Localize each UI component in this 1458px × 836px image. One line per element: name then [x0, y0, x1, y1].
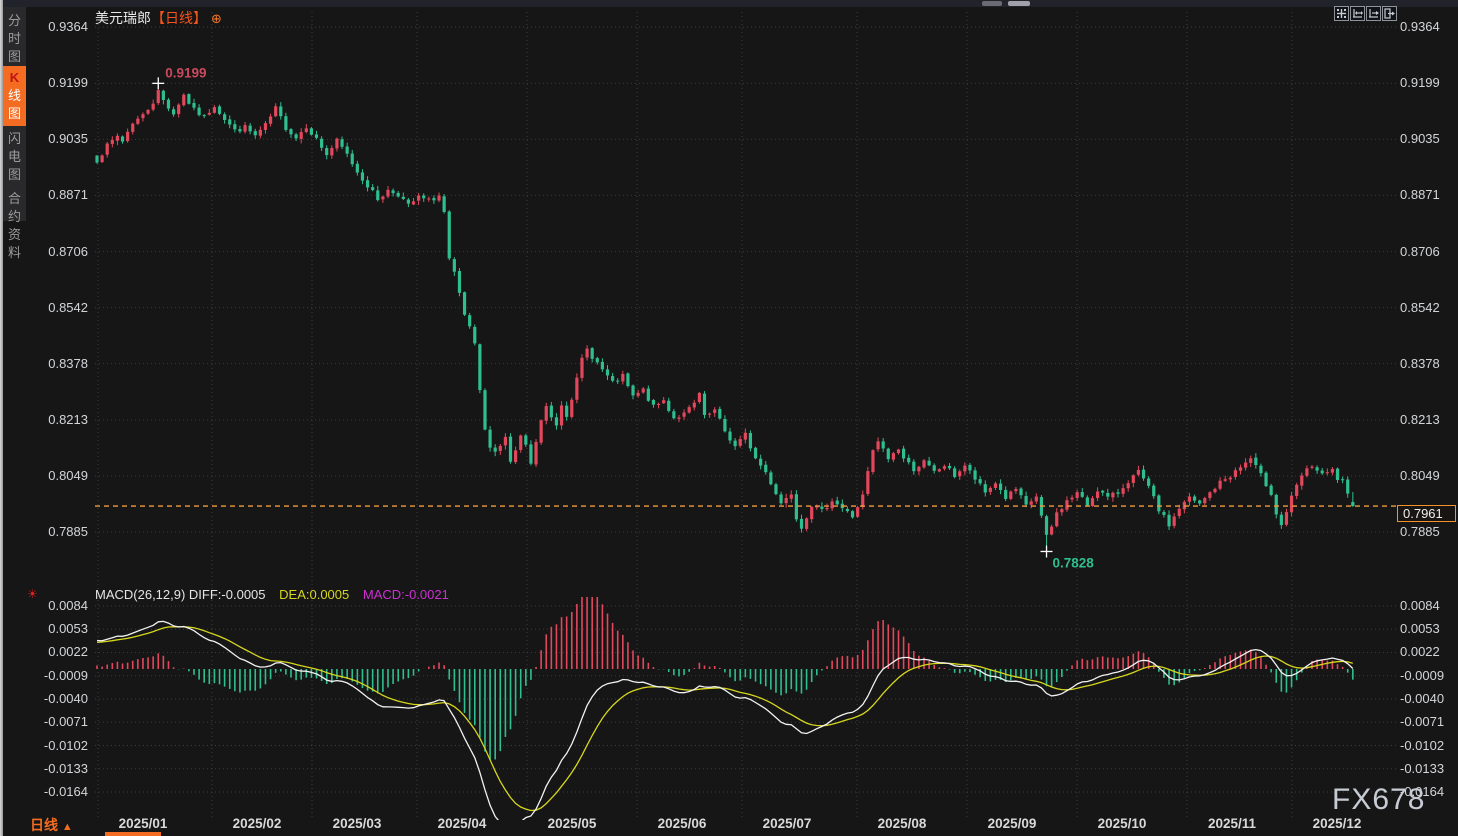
axis-tick: -0.0009 — [43, 667, 88, 683]
axis-tick: -0.0102 — [43, 737, 88, 753]
watermark: FX678 — [1332, 783, 1426, 816]
sidebar-item-timeline-chart[interactable]: 分时图 — [7, 13, 21, 64]
axis-tick: 0.8213 — [48, 412, 88, 428]
axis-tick: 0.7885 — [1400, 524, 1440, 540]
axis-tick: 0.0053 — [48, 621, 88, 637]
axis-tick: 0.9364 — [1400, 19, 1440, 34]
axis-tick: 0.9035 — [48, 131, 88, 147]
axis-tick: -0.0071 — [1400, 714, 1445, 730]
axis-tick: 0.9199 — [48, 75, 88, 91]
x-axis-label: 2025/09 — [987, 816, 1037, 831]
chart-title: 美元瑞郎【日线】 ⊕ — [95, 8, 222, 26]
x-axis-label: 2025/01 — [118, 816, 168, 831]
macd-dea-value: DEA:0.0005 — [279, 587, 350, 602]
axis-tick: 0.8871 — [1400, 187, 1440, 203]
axis-tick: 0.8213 — [1400, 412, 1440, 428]
axis-tick: 0.8871 — [48, 187, 88, 203]
axis-tick: -0.0040 — [43, 691, 88, 706]
x-axis-label: 2025/08 — [877, 816, 927, 831]
axis-tick: -0.0164 — [1400, 784, 1445, 800]
triangle-up-icon: ▲ — [61, 821, 73, 833]
top-strip-segment — [1008, 1, 1030, 6]
x-axis-label: 2025/06 — [657, 816, 707, 831]
x-axis-label: 2025/03 — [332, 816, 382, 831]
axis-tick: 0.0022 — [48, 644, 88, 660]
top-strip-segment — [982, 1, 1002, 6]
sidebar-item-lightning-chart[interactable]: 闪电图 — [7, 131, 21, 182]
axis-zoom-y-icon[interactable] — [1366, 6, 1381, 21]
crosshair-icon[interactable] — [1334, 6, 1349, 21]
high-annotation: 0.9199 — [165, 65, 206, 80]
x-axis-label: 2025/07 — [762, 816, 812, 831]
period-tab-label: 日线 — [30, 817, 58, 833]
axis-tick: 0.7885 — [48, 524, 88, 540]
macd-header: MACD(26,12,9) DIFF:-0.0005 DEA:0.0005 MA… — [95, 587, 449, 602]
axis-tick: -0.0071 — [43, 714, 88, 730]
x-axis-label: 2025/05 — [547, 816, 597, 831]
x-axis-label: 2025/11 — [1207, 816, 1257, 831]
axis-zoom-x-icon[interactable] — [1350, 6, 1365, 21]
indicator-settings-icon[interactable]: ☀ — [27, 587, 38, 601]
circle-plus-icon[interactable]: ⊕ — [211, 11, 222, 26]
axis-tick: -0.0164 — [43, 784, 88, 800]
top-window-strip — [0, 0, 1458, 7]
last-price-box: 0.7961 — [1397, 505, 1456, 522]
axis-tick: 0.0084 — [1400, 597, 1440, 613]
axis-tick: 0.9364 — [48, 19, 88, 34]
period-tag: 【日线】 — [151, 10, 207, 26]
axis-tick: 0.9035 — [1400, 131, 1440, 147]
sidebar-item-contract-info[interactable]: 合约资料 — [7, 191, 21, 260]
axis-tick: 0.8378 — [48, 355, 88, 371]
axis-tick: -0.0133 — [43, 760, 88, 776]
x-axis-label: 2025/04 — [437, 816, 487, 831]
axis-tick: 0.8049 — [1400, 468, 1440, 484]
axis-tick: 0.9199 — [1400, 75, 1440, 91]
axis-tick: 0.8542 — [1400, 299, 1440, 315]
axis-tick: 0.8542 — [48, 299, 88, 315]
axis-tick: 0.0053 — [1400, 621, 1440, 637]
axis-tick: -0.0040 — [1400, 691, 1445, 706]
last-price-value: 0.7961 — [1403, 506, 1443, 521]
macd-bar-value: MACD:-0.0021 — [362, 587, 449, 602]
active-range-indicator[interactable] — [105, 832, 161, 836]
low-annotation: 0.7828 — [1053, 555, 1095, 570]
axis-tick: 0.0084 — [48, 597, 88, 613]
x-axis-label: 2025/02 — [232, 816, 282, 831]
axis-tick: -0.0102 — [1400, 737, 1445, 753]
k-letter: K — [9, 70, 20, 85]
symbol-name: 美元瑞郎 — [95, 10, 151, 26]
macd-formula-diff: MACD(26,12,9) DIFF:-0.0005 — [95, 587, 266, 602]
axis-tick: 0.8049 — [48, 468, 88, 484]
pan-right-icon[interactable] — [1382, 6, 1397, 21]
x-axis-label: 2025/10 — [1097, 816, 1147, 831]
axis-tick: -0.0009 — [1400, 667, 1445, 683]
axis-tick: 0.8706 — [48, 243, 88, 259]
x-axis-label: 2025/12 — [1312, 816, 1362, 831]
axis-tick: 0.8378 — [1400, 355, 1440, 371]
left-edge-strip — [0, 0, 3, 836]
axis-tick: 0.8706 — [1400, 243, 1440, 259]
axis-tick: 0.0022 — [1400, 644, 1440, 660]
axis-tick: -0.0133 — [1400, 760, 1445, 776]
period-tab-daily[interactable]: 日线 ▲ — [30, 815, 73, 835]
